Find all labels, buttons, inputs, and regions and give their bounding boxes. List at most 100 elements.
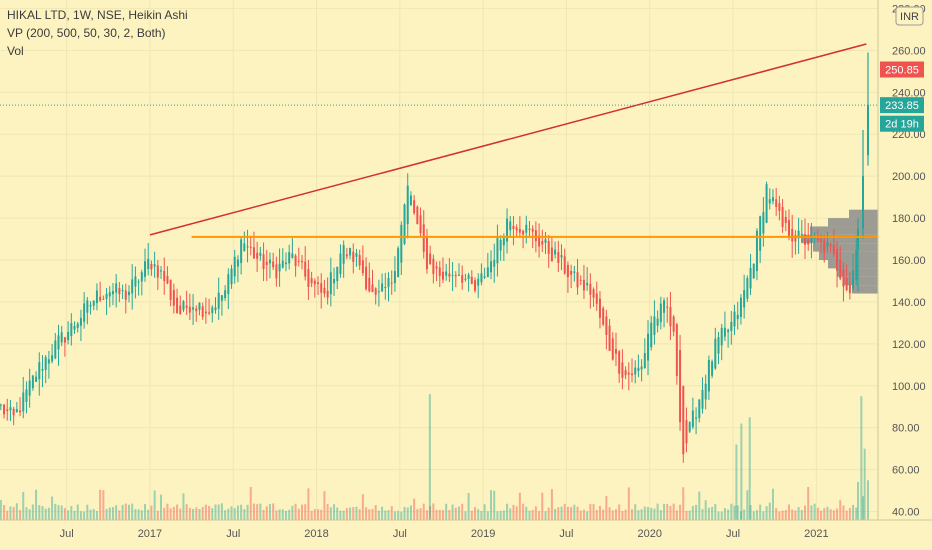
candle-body [631, 373, 634, 376]
volume-bar [118, 510, 121, 520]
volume-bar [486, 511, 489, 520]
legend-vp[interactable]: VP (200, 500, 50, 30, 2, Both) [7, 26, 166, 40]
volume-bar [784, 510, 787, 520]
candle-body [127, 291, 130, 296]
candle-body [746, 278, 749, 299]
candle-body [393, 271, 396, 284]
volume-bar [47, 507, 50, 520]
currency-label: INR [900, 11, 919, 23]
candle-body [621, 362, 624, 378]
candle-body [486, 267, 489, 278]
candle-body [659, 303, 662, 323]
candle-body [743, 290, 746, 308]
candle-body [720, 327, 723, 346]
volume-bar [236, 505, 239, 520]
candle-body [124, 290, 127, 300]
volume-bar [217, 504, 220, 520]
volume-bar [857, 481, 860, 520]
volume-bar [397, 510, 400, 520]
volume-bar [15, 503, 18, 520]
candle-body [204, 311, 207, 314]
candle-body [0, 404, 2, 406]
candle-body [361, 260, 364, 274]
volume-bar [313, 509, 316, 520]
candle-body [156, 265, 159, 278]
volume-bar [256, 504, 259, 520]
volume-bar [675, 510, 678, 520]
volume-bar [605, 495, 608, 520]
volume-bar [832, 510, 835, 520]
volume-bar [166, 503, 169, 520]
legend-title[interactable]: HIKAL LTD, 1W, NSE, Heikin Ashi [7, 8, 188, 22]
volume-bar [358, 509, 361, 520]
candle-body [448, 273, 451, 277]
candle-body [493, 259, 496, 267]
volume-bar [9, 506, 12, 520]
volume-bar [336, 507, 339, 520]
candle-body [477, 278, 480, 286]
candle-body [76, 323, 79, 328]
volume-bar [688, 510, 691, 520]
candle-body [739, 297, 742, 317]
candle-body [310, 278, 313, 284]
candles [0, 52, 870, 463]
volume-bar [400, 511, 403, 520]
candle-body [172, 289, 175, 306]
volume-bar [35, 489, 38, 520]
candle-body [611, 338, 614, 360]
candle-body [461, 275, 464, 283]
volume-bar [538, 511, 541, 520]
candle-body [326, 290, 329, 298]
candle-body [368, 277, 371, 292]
volume-bar [695, 504, 698, 520]
volume-bar [826, 506, 829, 520]
volume-bar [592, 504, 595, 520]
volume-bar [727, 509, 730, 520]
candle-body [602, 308, 605, 325]
candle-body [339, 253, 342, 274]
volume-bar [743, 509, 746, 520]
candle-body [836, 249, 839, 271]
volume-bar [208, 506, 211, 520]
time-tick-label: Jul [60, 528, 74, 540]
candle-body [278, 263, 281, 272]
candle-body [118, 288, 121, 295]
volume-bar [720, 511, 723, 520]
candle-body [144, 261, 147, 277]
volume-bar [602, 509, 605, 520]
volume-bar [121, 504, 124, 520]
volume-bar [666, 503, 669, 520]
volume-bar [124, 503, 127, 520]
volume-bar [403, 506, 406, 520]
volume-bar [429, 505, 432, 520]
candle-body [598, 298, 601, 318]
volume-bar [384, 510, 387, 520]
price-label-text: 2d 19h [885, 119, 919, 131]
volume-bar [95, 510, 98, 520]
volume-bar [422, 503, 425, 520]
candle-body [525, 224, 528, 233]
volume-bar [22, 491, 25, 520]
price-tick-label: 120.00 [892, 339, 926, 351]
volume-bar [99, 489, 102, 520]
legend-vol[interactable]: Vol [7, 44, 24, 58]
candle-body [457, 274, 460, 276]
candle-body [25, 389, 28, 402]
volume-bar [848, 508, 851, 520]
candle-body [105, 293, 108, 299]
volume-bar [791, 509, 794, 520]
volume-bar [44, 508, 47, 520]
candle-body [134, 276, 137, 287]
candle-body [243, 243, 246, 252]
candle-body [121, 289, 124, 292]
candle-body [288, 252, 291, 264]
candle-body [246, 246, 249, 248]
price-tick-label: 80.00 [892, 423, 920, 435]
volume-bar [390, 506, 393, 520]
volume-bar [679, 504, 682, 520]
volume-bar [704, 500, 707, 520]
grid [0, 0, 878, 520]
